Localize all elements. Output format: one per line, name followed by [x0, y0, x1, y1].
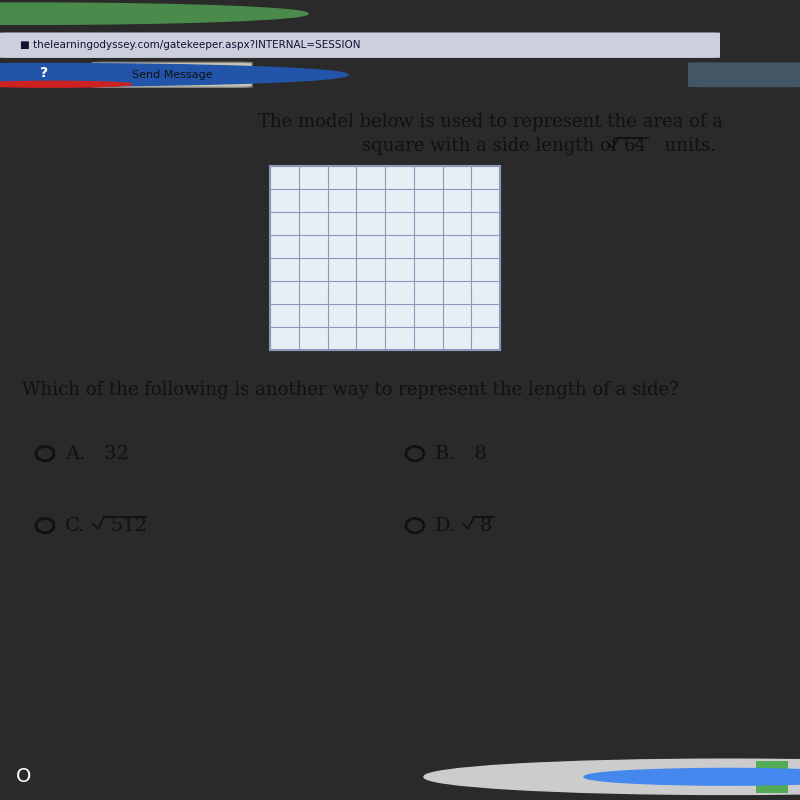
- Text: Chrome - Diagnostics A Pre Test MAB (v2)(c)1448): Chrome - Diagnostics A Pre Test MAB (v2)…: [56, 10, 282, 20]
- Text: B.   8: B. 8: [435, 445, 486, 462]
- Circle shape: [0, 3, 308, 24]
- Text: 8: 8: [480, 517, 492, 534]
- Circle shape: [584, 769, 800, 785]
- Text: ?: ?: [40, 66, 48, 80]
- Text: Send Message: Send Message: [132, 70, 212, 80]
- Text: A.   32: A. 32: [65, 445, 129, 462]
- Circle shape: [0, 63, 348, 86]
- Bar: [270, 166, 500, 350]
- Text: Which of the following is another way to represent the length of a side?: Which of the following is another way to…: [22, 381, 679, 398]
- FancyBboxPatch shape: [92, 62, 252, 87]
- Text: units.: units.: [653, 137, 716, 154]
- Text: ■ thelearningodyssey.com/gatekeeper.aspx?INTERNAL=SESSION: ■ thelearningodyssey.com/gatekeeper.aspx…: [20, 40, 361, 50]
- Text: C.: C.: [65, 517, 86, 534]
- Text: D.: D.: [435, 517, 456, 534]
- FancyBboxPatch shape: [688, 62, 800, 87]
- Bar: [756, 761, 788, 793]
- Text: O: O: [16, 767, 32, 786]
- Circle shape: [424, 759, 800, 794]
- Text: The model below is used to represent the area of a: The model below is used to represent the…: [258, 113, 722, 130]
- Text: 512: 512: [110, 517, 147, 534]
- FancyBboxPatch shape: [0, 33, 720, 58]
- Text: 64: 64: [624, 137, 647, 154]
- Text: square with a side length of: square with a side length of: [362, 137, 618, 154]
- Circle shape: [0, 82, 132, 87]
